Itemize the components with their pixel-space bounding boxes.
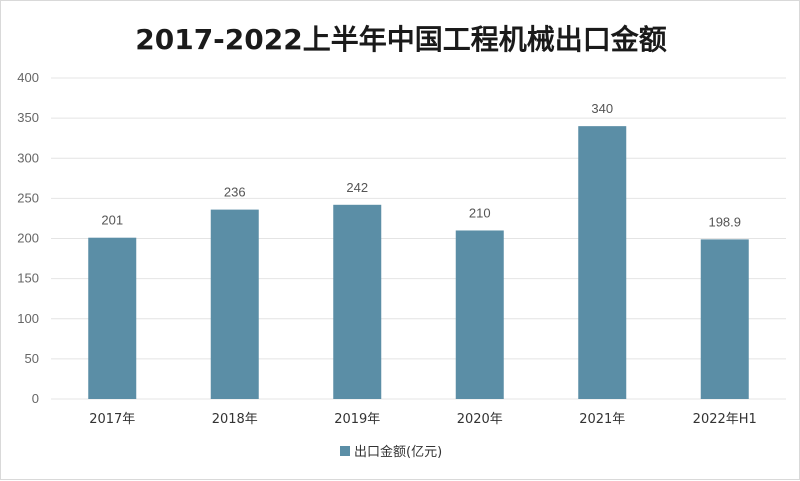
data-label: 198.9 (708, 214, 741, 229)
bar (578, 126, 627, 400)
data-label: 242 (346, 180, 368, 195)
bar (88, 237, 137, 399)
x-tick-label: 2021年 (579, 412, 625, 427)
y-tick-label: 0 (32, 391, 39, 406)
y-tick-label: 200 (17, 231, 39, 246)
data-label: 340 (591, 101, 613, 116)
bar (333, 204, 382, 399)
data-labels: 201 236 242 210 340 198.9 (101, 101, 741, 229)
y-tick-label: 150 (17, 271, 39, 286)
data-label: 210 (469, 205, 491, 220)
x-tick-label: 2018年 (212, 412, 258, 427)
x-tick-label: 2022年H1 (693, 412, 757, 427)
bar (455, 230, 504, 399)
y-tick-label: 350 (17, 110, 39, 125)
chart-title: 2017-2022上半年中国工程机械出口金额 (135, 23, 666, 56)
legend-label: 出口金额(亿元) (354, 444, 442, 460)
x-tick-label: 2017年 (89, 412, 135, 427)
bar (700, 239, 749, 399)
y-tick-label: 100 (17, 311, 39, 326)
bar (210, 209, 259, 399)
x-tick-label: 2019年 (334, 412, 380, 427)
legend-swatch (340, 446, 350, 456)
legend: 出口金额(亿元) (340, 444, 442, 460)
y-tick-label: 250 (17, 190, 39, 205)
x-tick-label: 2020年 (457, 412, 503, 427)
data-label: 201 (101, 213, 123, 228)
x-axis-ticks: 2017年 2018年 2019年 2020年 2021年 2022年H1 (89, 412, 757, 427)
y-tick-label: 300 (17, 150, 39, 165)
gridlines (51, 77, 786, 400)
y-axis-ticks: 0 50 100 150 200 250 300 350 400 (17, 70, 39, 406)
bars (88, 126, 749, 400)
y-tick-label: 50 (25, 351, 39, 366)
y-tick-label: 400 (17, 70, 39, 85)
data-label: 236 (224, 185, 246, 200)
